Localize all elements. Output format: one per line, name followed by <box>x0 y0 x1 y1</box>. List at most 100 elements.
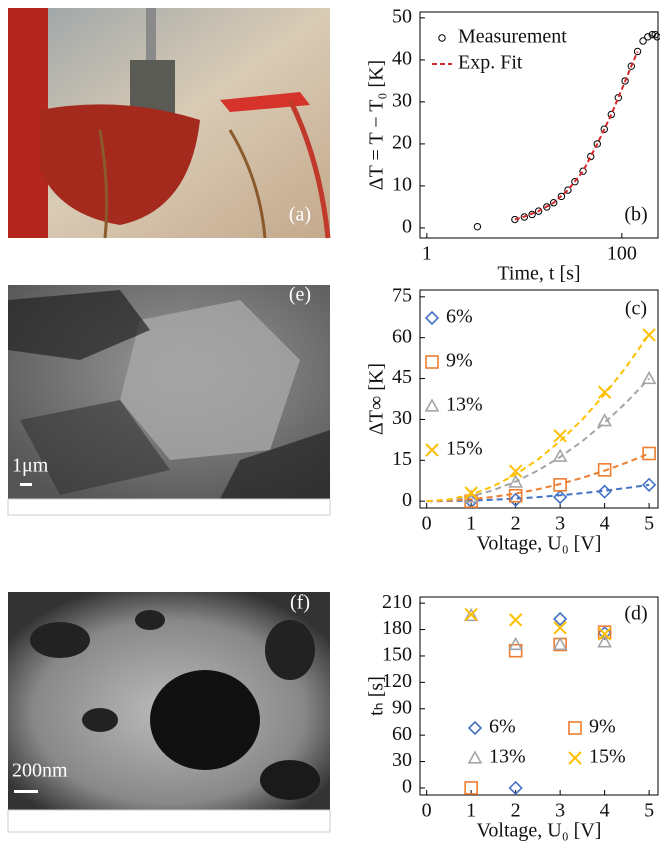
x-axis-label: Time, t [s] <box>497 263 580 285</box>
y-tick-label: 40 <box>392 47 412 69</box>
y-tick-label: 15 <box>392 448 412 470</box>
marker <box>464 486 478 500</box>
marker <box>534 207 543 215</box>
fit-line <box>426 452 650 503</box>
y-tick-label: 60 <box>392 723 412 745</box>
marker <box>639 37 647 45</box>
y-tick-label: 30 <box>392 89 412 111</box>
y-tick-label: 20 <box>392 131 412 153</box>
y-tick-label: 0 <box>402 776 412 798</box>
marker <box>651 30 659 39</box>
marker <box>641 370 657 385</box>
x-tick-label: 5 <box>644 800 654 822</box>
marker <box>557 192 566 201</box>
legend-label: 6% <box>446 306 473 328</box>
x-tick-label: 0 <box>422 513 432 535</box>
marker <box>597 634 612 648</box>
plot-frame <box>419 289 659 509</box>
marker <box>600 125 608 133</box>
marker <box>552 611 568 627</box>
panel-label: (e) <box>289 284 311 306</box>
marker <box>641 477 657 492</box>
y-axis-label: ΔT = T − T₀ [K] <box>366 60 388 190</box>
marker <box>597 463 612 477</box>
marker <box>633 47 642 56</box>
y-tick-label: 50 <box>392 5 412 27</box>
marker <box>552 636 568 651</box>
panel-label: (c) <box>625 298 647 320</box>
marker <box>653 33 660 41</box>
x-axis-label: Voltage, U₀ [V] <box>477 533 602 555</box>
y-tick-label: 45 <box>392 366 412 388</box>
marker <box>627 62 635 70</box>
legend-marker <box>467 750 483 764</box>
marker <box>607 110 616 119</box>
legend-label: Exp. Fit <box>458 52 523 74</box>
marker <box>520 213 529 221</box>
sem-image-f: 200nm (f) <box>7 592 331 833</box>
marker <box>648 30 656 39</box>
marker <box>614 93 623 102</box>
marker <box>508 474 524 488</box>
y-tick-label: 30 <box>392 407 412 429</box>
y-axis-label: ΔT∞ [K] <box>366 363 388 435</box>
legend-marker <box>425 443 439 457</box>
legend-label: 6% <box>489 716 516 738</box>
scale-bar-label: 200nm <box>12 760 68 782</box>
marker <box>579 167 587 175</box>
fit-line <box>426 333 650 503</box>
y-tick-label: 10 <box>392 174 412 196</box>
marker <box>508 643 523 658</box>
scale-bar-label: 1μm <box>12 455 49 477</box>
marker <box>464 607 478 622</box>
y-tick-label: 30 <box>392 749 412 771</box>
plot-frame <box>419 596 659 796</box>
marker <box>463 607 479 622</box>
marker <box>597 413 612 427</box>
marker <box>597 625 612 640</box>
x-tick-label: 1 <box>466 800 476 822</box>
legend-marker <box>568 721 582 735</box>
x-axis-label: Voltage, U₀ [V] <box>477 820 602 842</box>
marker <box>508 492 523 507</box>
marker <box>597 627 612 641</box>
marker <box>543 203 551 211</box>
legend-marker <box>568 751 582 765</box>
marker <box>642 328 656 342</box>
marker <box>508 636 524 651</box>
y-axis-label: tₕ [s] <box>366 676 388 716</box>
marker <box>553 621 567 635</box>
panel-label: (d) <box>624 603 647 625</box>
fit-line <box>426 483 650 503</box>
y-tick-label: 0 <box>402 489 412 511</box>
marker <box>552 489 568 505</box>
marker <box>464 781 478 795</box>
marker <box>508 780 523 796</box>
marker <box>642 446 656 461</box>
legend-label: 9% <box>446 350 473 372</box>
legend-label: 9% <box>589 716 616 738</box>
legend-marker <box>467 720 483 736</box>
x-tick-label: 0 <box>422 800 432 822</box>
legend-label: 15% <box>446 438 483 460</box>
marker <box>508 488 523 503</box>
marker <box>508 464 523 478</box>
marker <box>597 385 612 399</box>
legend-label: 13% <box>446 394 483 416</box>
panel-label: (a) <box>289 204 311 226</box>
photo-a: (a) <box>8 8 331 239</box>
legend-marker <box>424 398 440 412</box>
marker <box>571 178 579 186</box>
legend-label: 13% <box>489 746 526 768</box>
x-tick-label: 2 <box>511 800 521 822</box>
y-tick-label: 210 <box>382 591 412 613</box>
x-tick-label: 3 <box>555 513 565 535</box>
marker <box>553 478 567 492</box>
y-tick-label: 90 <box>392 696 412 718</box>
x-tick-label: 1 <box>422 243 432 265</box>
legend-label: Measurement <box>458 26 567 48</box>
marker <box>593 140 601 148</box>
y-tick-label: 120 <box>382 670 412 692</box>
marker <box>621 77 629 85</box>
